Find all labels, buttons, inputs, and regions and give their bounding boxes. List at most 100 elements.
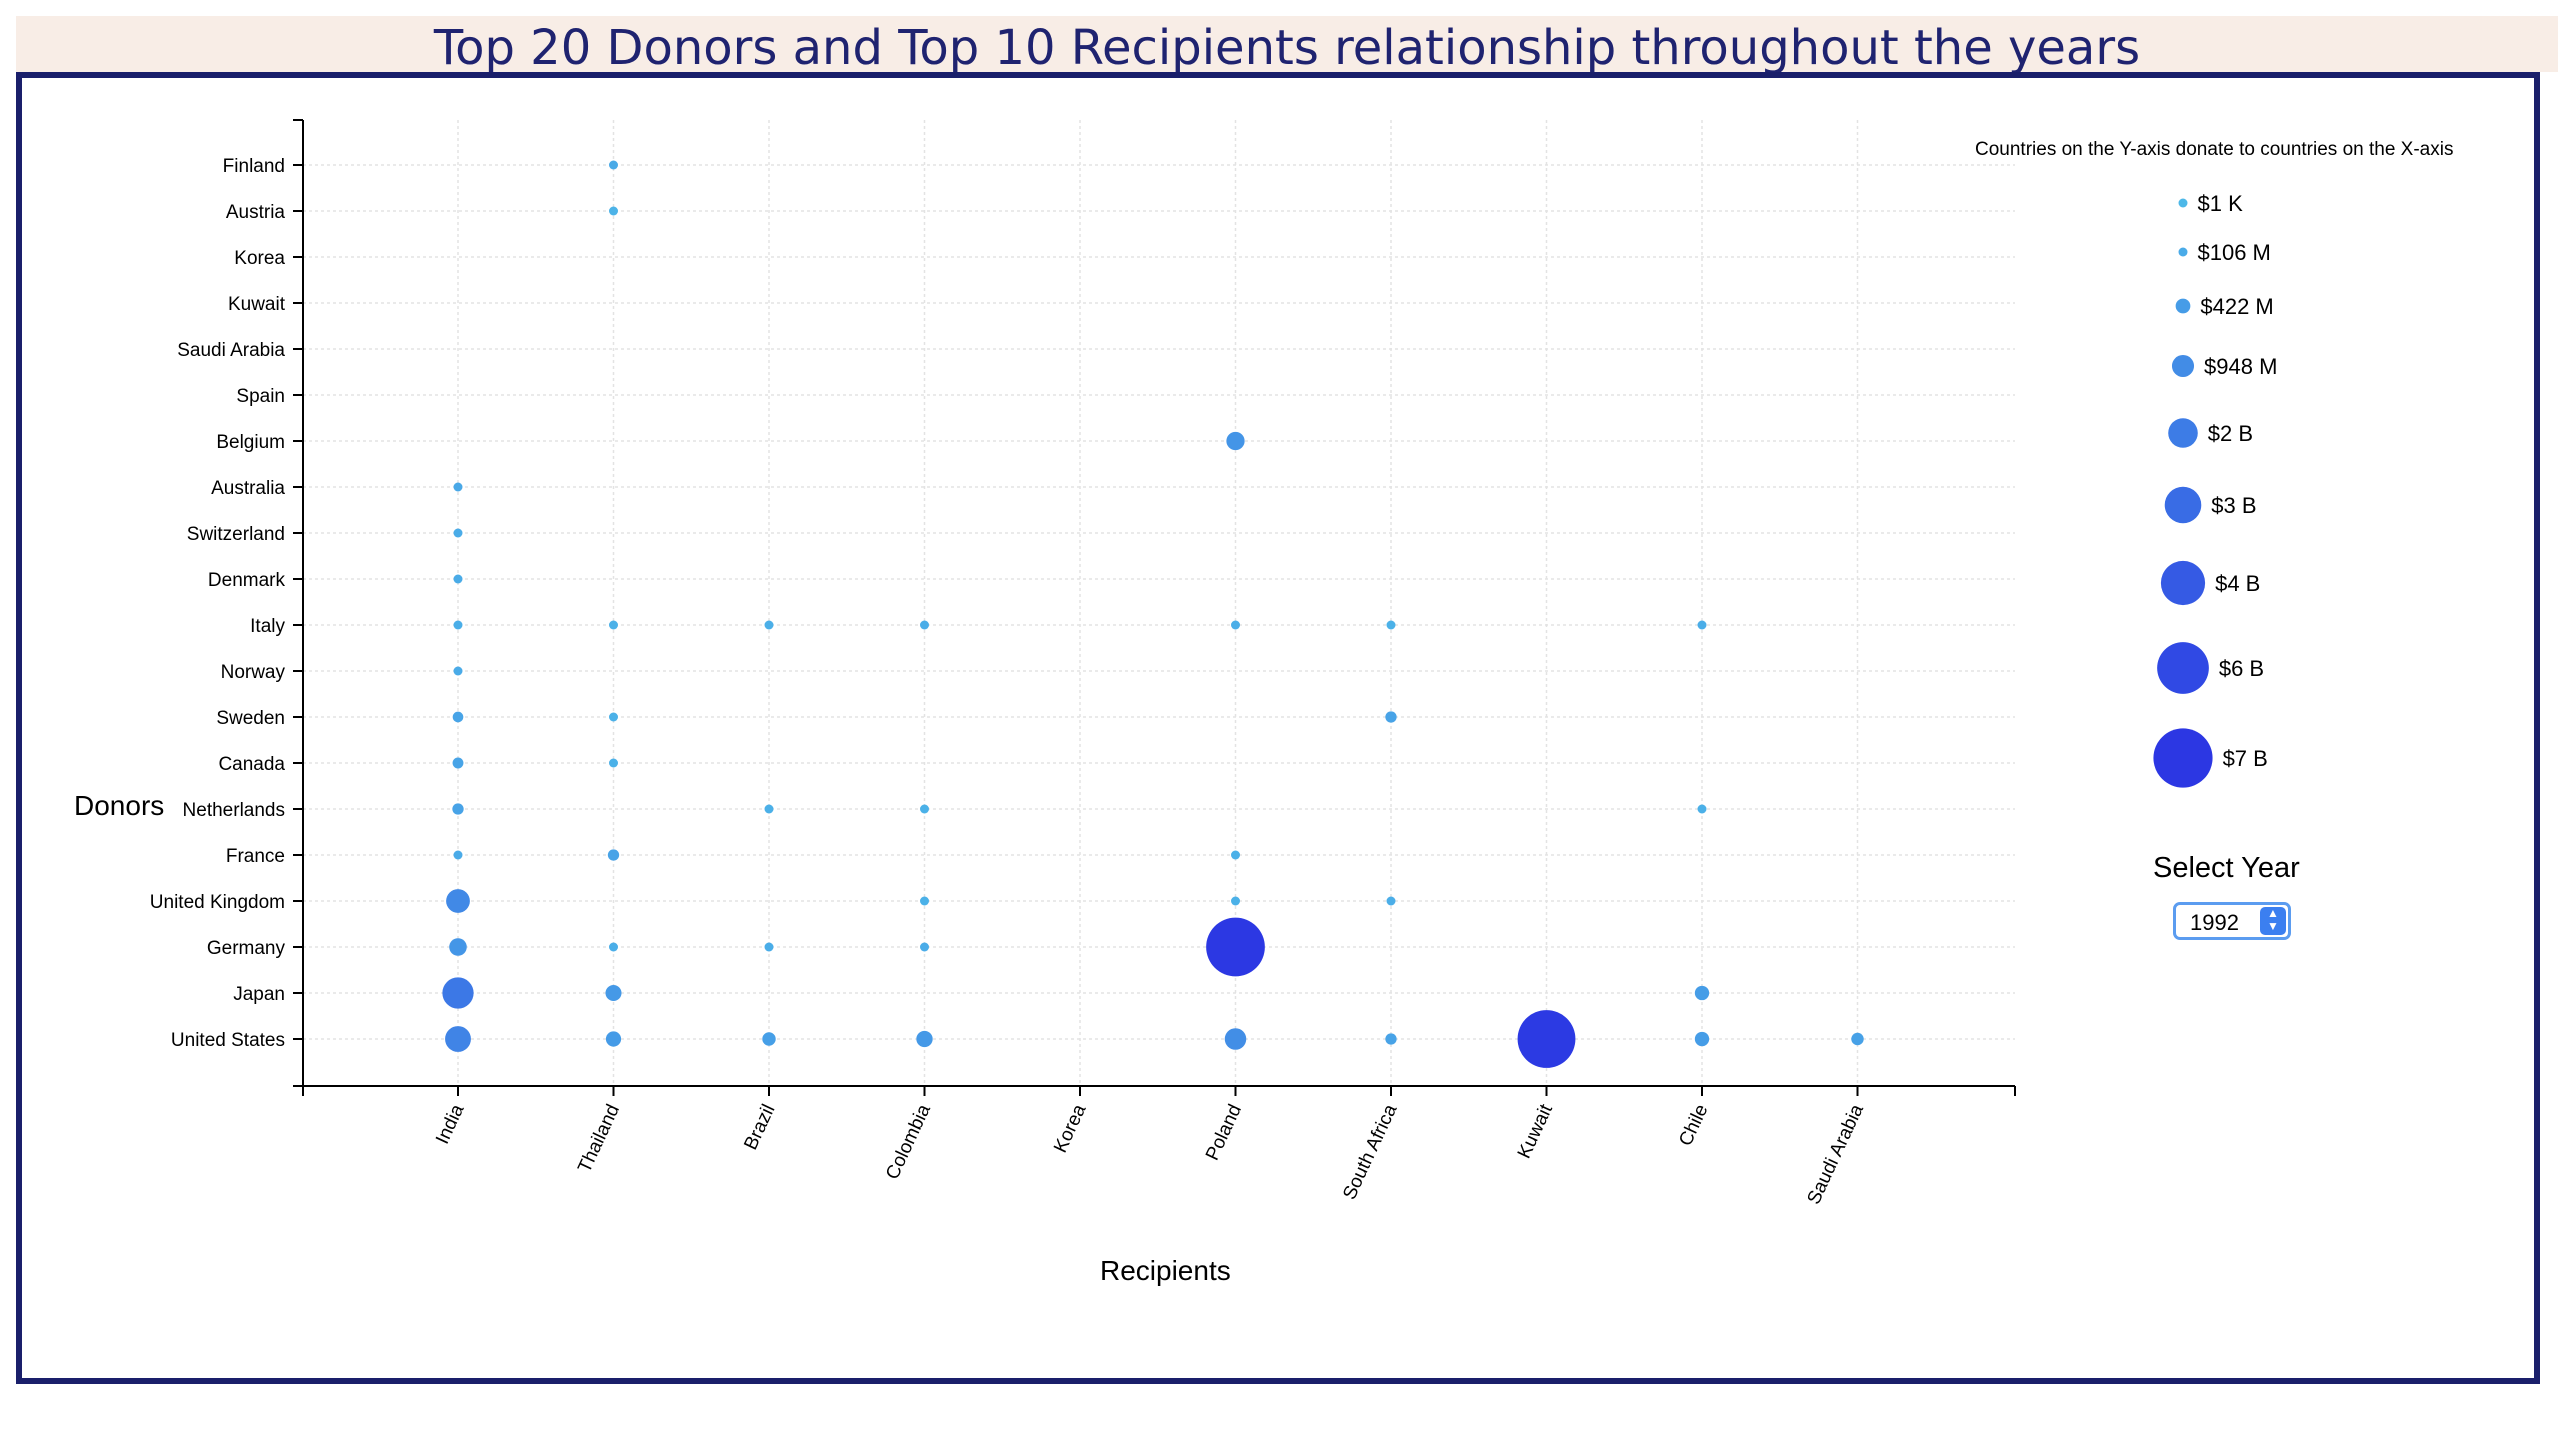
data-bubble [609, 942, 618, 952]
y-tick-label: Norway [221, 662, 286, 683]
y-tick-label: France [226, 846, 285, 867]
data-bubble [1231, 896, 1240, 906]
legend-bubble [2171, 354, 2195, 378]
data-bubble [1231, 850, 1240, 860]
data-bubble [1694, 1031, 1710, 1047]
data-bubble [920, 896, 929, 906]
data-bubble [1224, 1028, 1247, 1050]
data-bubble [1697, 620, 1707, 630]
data-bubble [1851, 1032, 1864, 1046]
data-bubble [449, 938, 467, 956]
y-tick-label: Saudi Arabia [177, 340, 285, 361]
data-bubble [609, 712, 618, 722]
y-tick-label: Australia [211, 478, 285, 499]
legend-bubble [2178, 247, 2188, 257]
legend-bubble [2157, 642, 2209, 694]
legend-bubble [2153, 728, 2213, 788]
y-tick-label: Denmark [208, 570, 286, 591]
x-tick-label: Kuwait [1514, 1101, 1557, 1162]
data-bubble [916, 1030, 933, 1048]
y-tick-label: United States [171, 1030, 285, 1051]
data-bubble [446, 889, 470, 913]
legend-label: $4 B [2215, 571, 2260, 596]
data-bubble [764, 804, 774, 814]
data-bubble [452, 757, 464, 769]
chart-frame [16, 72, 2540, 1384]
data-bubble [445, 1026, 471, 1052]
data-bubble [1386, 896, 1396, 906]
select-year-label: Select Year [2153, 852, 2300, 884]
x-tick-label: Colombia [882, 1101, 935, 1183]
chevron-updown-icon: ▲ ▼ [2260, 907, 2286, 935]
x-tick-label: India [432, 1101, 469, 1148]
y-tick-label: Finland [223, 156, 285, 177]
legend-label: $6 B [2219, 656, 2264, 681]
data-bubble [920, 942, 929, 952]
y-tick-label: Sweden [216, 708, 285, 729]
legend-bubble [2164, 486, 2202, 524]
data-bubble [1231, 620, 1240, 630]
data-bubble [764, 620, 774, 630]
x-tick-label: Korea [1050, 1101, 1091, 1156]
data-bubble [1386, 620, 1396, 630]
data-bubble [1385, 1033, 1397, 1045]
data-bubble [609, 160, 618, 170]
legend-bubble [2178, 198, 2188, 208]
x-tick-label: Poland [1202, 1101, 1246, 1164]
y-tick-label: Netherlands [183, 800, 285, 821]
y-tick-label: Switzerland [187, 524, 285, 545]
y-tick-label: Belgium [216, 432, 285, 453]
legend-bubble [2175, 298, 2191, 314]
x-tick-label: Chile [1675, 1101, 1712, 1149]
data-bubble [453, 666, 463, 676]
legend-label: $948 M [2204, 354, 2277, 379]
data-bubble [1385, 711, 1397, 723]
y-tick-label: Korea [234, 248, 285, 269]
data-bubble [1206, 917, 1265, 977]
data-bubble [605, 1031, 622, 1047]
legend-bubble [2168, 418, 2198, 448]
x-tick-label: Thailand [574, 1101, 624, 1176]
data-bubble [1694, 985, 1710, 1001]
data-bubble [453, 850, 463, 860]
legend-title: Countries on the Y-axis donate to countr… [1975, 139, 2454, 160]
legend-label: $3 B [2211, 493, 2256, 518]
legend-bubble [2160, 560, 2206, 606]
data-bubble [762, 1032, 776, 1046]
legend-label: $1 K [2198, 191, 2244, 216]
data-bubble [1697, 804, 1707, 814]
chart-title: Top 20 Donors and Top 10 Recipients rela… [433, 20, 2141, 76]
data-bubble [1517, 1010, 1576, 1068]
y-tick-label: Kuwait [228, 294, 286, 315]
x-tick-label: Brazil [740, 1101, 779, 1153]
data-bubble [452, 711, 464, 723]
data-bubble [920, 804, 929, 814]
title-bar: Top 20 Donors and Top 10 Recipients rela… [16, 16, 2558, 76]
y-tick-label: Austria [226, 202, 286, 223]
data-bubble [920, 620, 929, 630]
y-tick-label: Canada [218, 754, 285, 775]
data-bubble [609, 620, 618, 630]
y-axis-label: Donors [74, 790, 165, 821]
data-bubble [605, 984, 622, 1002]
x-tick-label: South Africa [1339, 1101, 1402, 1203]
year-select-value: 1992 [2190, 910, 2239, 935]
legend-label: $7 B [2223, 746, 2268, 771]
data-bubble [453, 482, 463, 492]
y-tick-label: Italy [250, 616, 285, 637]
data-bubble [607, 849, 620, 861]
legend-label: $106 M [2198, 240, 2271, 265]
y-tick-label: Spain [236, 386, 285, 407]
data-bubble [442, 977, 474, 1009]
data-bubble [452, 803, 464, 815]
data-bubble [453, 620, 463, 630]
year-select[interactable]: 1992 ▲ ▼ [2173, 902, 2291, 940]
y-tick-label: United Kingdom [150, 892, 285, 913]
legend-label: $2 B [2208, 421, 2253, 446]
data-bubble [453, 528, 463, 538]
data-bubble [1226, 431, 1245, 451]
data-bubble [609, 758, 618, 768]
data-bubble [453, 574, 463, 584]
y-tick-label: Germany [207, 938, 286, 959]
